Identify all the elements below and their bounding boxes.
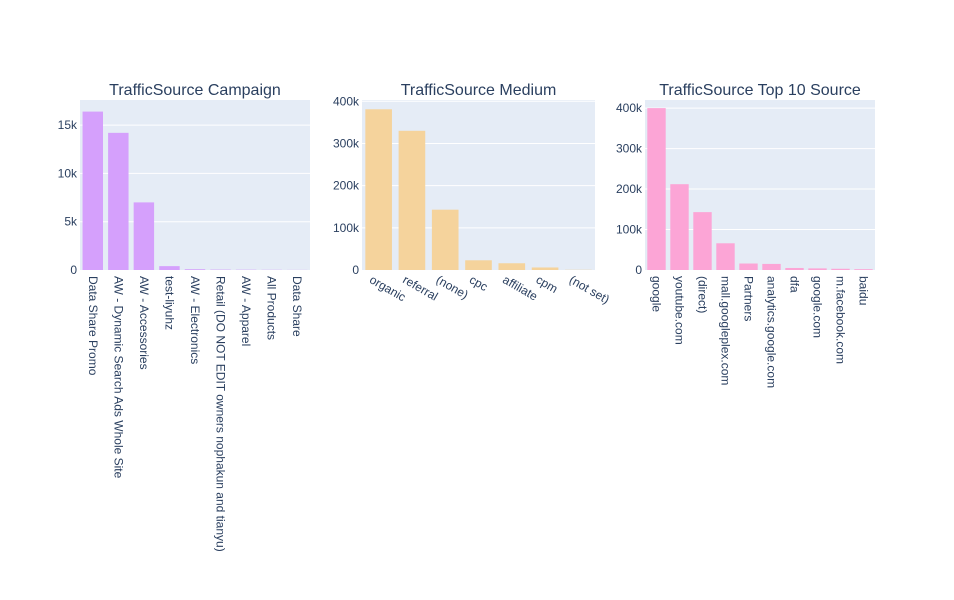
y-tick-label: 400k [333,94,360,108]
x-tick-label: youtube.com [673,276,687,345]
bar[interactable] [808,268,827,270]
x-tick-label: google [650,276,664,312]
x-tick-label: Retail (DO NOT EDIT owners nophakun and … [214,276,228,552]
campaign-chart: 0 5k 10k 15k Data Share Promo AW - Dynamic S… [58,82,310,552]
bar[interactable] [854,269,873,270]
x-tick-label: mall.googleplex.com [719,276,733,385]
bar[interactable] [647,108,666,270]
x-tick-label: (none) [434,272,471,301]
x-tick-label: test-liyuhz [162,276,176,330]
y-tick-label: 200k [616,182,643,196]
x-tick-label: referral [400,272,440,303]
x-tick-label: analytics.google.com [765,276,779,388]
y-tick-label: 200k [333,179,360,193]
bar[interactable] [398,130,426,270]
y-tick-label: 0 [635,263,642,277]
x-tick-label: Data Share Promo [86,276,100,376]
bar[interactable] [762,263,781,270]
x-tick-label: m.facebook.com [834,276,848,364]
y-tick-label: 10k [58,166,78,180]
y-tick-label: 100k [333,221,360,235]
bar[interactable] [785,267,804,270]
bar[interactable] [531,267,559,270]
y-tick-label: 300k [333,136,360,150]
chart-title: TrafficSource Campaign [109,82,281,99]
bar[interactable] [365,109,392,270]
x-tick-label: AW - Apparel [239,276,253,346]
bar[interactable] [465,260,492,270]
y-tick-label: 100k [616,223,643,237]
plot-background [362,100,595,270]
bar[interactable] [739,263,758,270]
x-tick-label: (direct) [696,276,710,313]
x-tick-label: AW - Accessories [137,276,151,370]
x-tick-label: All Products [265,276,279,340]
x-tick-label: organic [367,272,408,304]
bar[interactable] [498,263,526,270]
y-tick-label: 300k [616,142,643,156]
bar[interactable] [831,268,850,270]
y-tick-label: 0 [352,263,359,277]
chart-title: TrafficSource Top 10 Source [659,82,861,99]
x-tick-label: affiliate [500,272,540,303]
x-tick-label: (not set) [567,272,612,306]
y-tick-label: 5k [64,215,78,229]
bar[interactable] [82,111,103,270]
y-tick-label: 15k [58,118,78,132]
x-tick-label: cpc [467,272,490,293]
x-tick-label: AW - Dynamic Search Ads Whole Site [111,276,125,479]
bar[interactable] [133,202,155,270]
bar[interactable] [670,184,689,270]
medium-chart: 0 100k 200k 300k 400k organicreferral(none)c… [333,82,612,307]
x-tick-label: google.com [811,276,825,338]
bar[interactable] [431,209,459,270]
x-tick-label: dfa [788,276,802,293]
bar[interactable] [716,243,735,270]
x-tick-label: AW - Electronics [188,276,202,364]
bar[interactable] [108,132,129,270]
x-tick-label: Data Share [290,276,304,337]
bar[interactable] [184,269,206,270]
x-tick-label: baidu [857,276,871,305]
top-source-chart: 0 100k 200k 300k 400k google youtube.com (dire… [616,82,875,388]
y-tick-label: 0 [70,263,77,277]
bar[interactable] [159,266,180,270]
chart-title: TrafficSource Medium [401,82,557,99]
x-tick-label: Partners [742,276,756,321]
y-tick-label: 400k [616,101,643,115]
bar[interactable] [693,212,712,270]
